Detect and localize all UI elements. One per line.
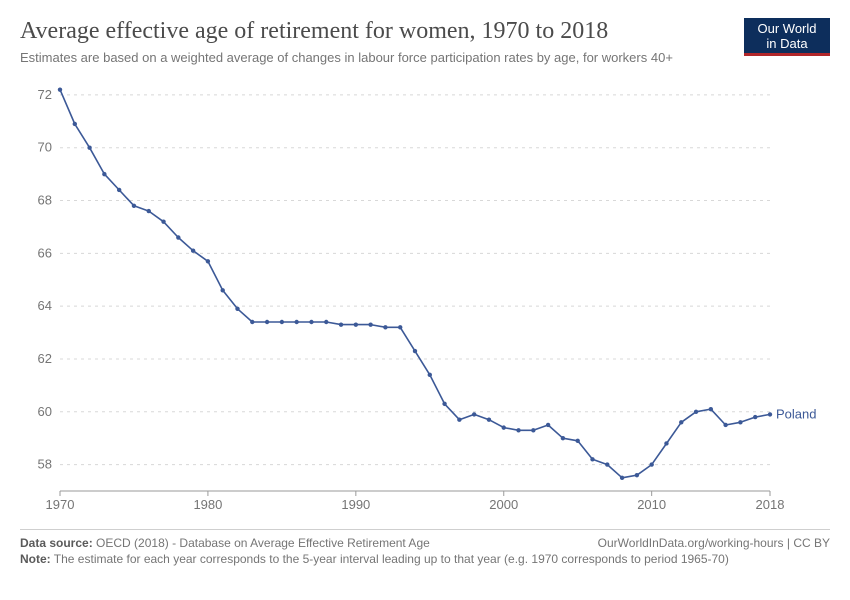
data-point [457, 417, 461, 421]
svg-text:66: 66 [38, 245, 52, 260]
data-point [694, 409, 698, 413]
data-point [250, 319, 254, 323]
data-point [176, 235, 180, 239]
svg-text:60: 60 [38, 403, 52, 418]
svg-text:72: 72 [38, 86, 52, 101]
header: Average effective age of retirement for … [20, 18, 830, 67]
license: CC BY [793, 536, 830, 550]
data-point [472, 412, 476, 416]
data-point [73, 121, 77, 125]
owid-logo: Our World in Data [744, 18, 830, 56]
footer: Data source: OECD (2018) - Database on A… [20, 529, 830, 566]
line-chart: 58 60 62 64 66 68 70 72 1970 1980 1990 2000 2010 2018… [20, 81, 830, 521]
data-point [649, 462, 653, 466]
svg-text:64: 64 [38, 298, 52, 313]
data-point [58, 87, 62, 91]
data-point [546, 422, 550, 426]
svg-text:1970: 1970 [46, 497, 75, 512]
footer-row-source: Data source: OECD (2018) - Database on A… [20, 536, 830, 550]
chart-title: Average effective age of retirement for … [20, 18, 830, 45]
data-point [265, 319, 269, 323]
data-point [354, 322, 358, 326]
data-point [576, 438, 580, 442]
data-point [487, 417, 491, 421]
data-point [635, 473, 639, 477]
data-point [368, 322, 372, 326]
data-point [561, 436, 565, 440]
data-point [294, 319, 298, 323]
data-point [235, 306, 239, 310]
note-label: Note: [20, 552, 51, 566]
data-point [664, 441, 668, 445]
data-point [147, 208, 151, 212]
data-point [590, 457, 594, 461]
data-point [383, 325, 387, 329]
data-point [413, 348, 417, 352]
svg-text:1990: 1990 [341, 497, 370, 512]
data-point [339, 322, 343, 326]
data-point [324, 319, 328, 323]
data-point [605, 462, 609, 466]
source-text: OECD (2018) - Database on Average Effect… [96, 536, 430, 550]
data-point [206, 259, 210, 263]
data-point [221, 288, 225, 292]
link-text: OurWorldInData.org/working-hours [598, 536, 784, 550]
svg-text:1980: 1980 [193, 497, 222, 512]
svg-text:2010: 2010 [637, 497, 666, 512]
data-point [768, 412, 772, 416]
svg-text:68: 68 [38, 192, 52, 207]
note-text: The estimate for each year corresponds t… [54, 552, 729, 566]
svg-text:2018: 2018 [756, 497, 785, 512]
data-point [191, 248, 195, 252]
data-point [516, 428, 520, 432]
logo-line2: in Data [744, 37, 830, 52]
chart-subtitle: Estimates are based on a weighted averag… [20, 49, 710, 67]
logo-line1: Our World [744, 22, 830, 37]
data-point [753, 414, 757, 418]
data-point [502, 425, 506, 429]
data-point [87, 145, 91, 149]
data-point [531, 428, 535, 432]
data-point [280, 319, 284, 323]
svg-text:58: 58 [38, 456, 52, 471]
source-label: Data source: [20, 536, 93, 550]
data-point [442, 401, 446, 405]
data-point [132, 203, 136, 207]
data-point [738, 420, 742, 424]
data-point [309, 319, 313, 323]
data-point [117, 187, 121, 191]
data-point [161, 219, 165, 223]
data-point [620, 475, 624, 479]
svg-text:2000: 2000 [489, 497, 518, 512]
svg-text:62: 62 [38, 351, 52, 366]
chart-area: 58 60 62 64 66 68 70 72 1970 1980 1990 2000 2010 2018… [20, 81, 830, 521]
data-point [428, 372, 432, 376]
chart-container: Average effective age of retirement for … [0, 0, 850, 600]
data-point [679, 420, 683, 424]
attribution: OurWorldInData.org/working-hours | CC BY [598, 536, 830, 550]
data-point [709, 406, 713, 410]
source: Data source: OECD (2018) - Database on A… [20, 536, 430, 550]
footer-row-note: Note: The estimate for each year corresp… [20, 552, 830, 566]
data-point [102, 171, 106, 175]
data-point [723, 422, 727, 426]
series-label-poland: Poland [776, 406, 816, 421]
svg-text:70: 70 [38, 139, 52, 154]
data-point [398, 325, 402, 329]
